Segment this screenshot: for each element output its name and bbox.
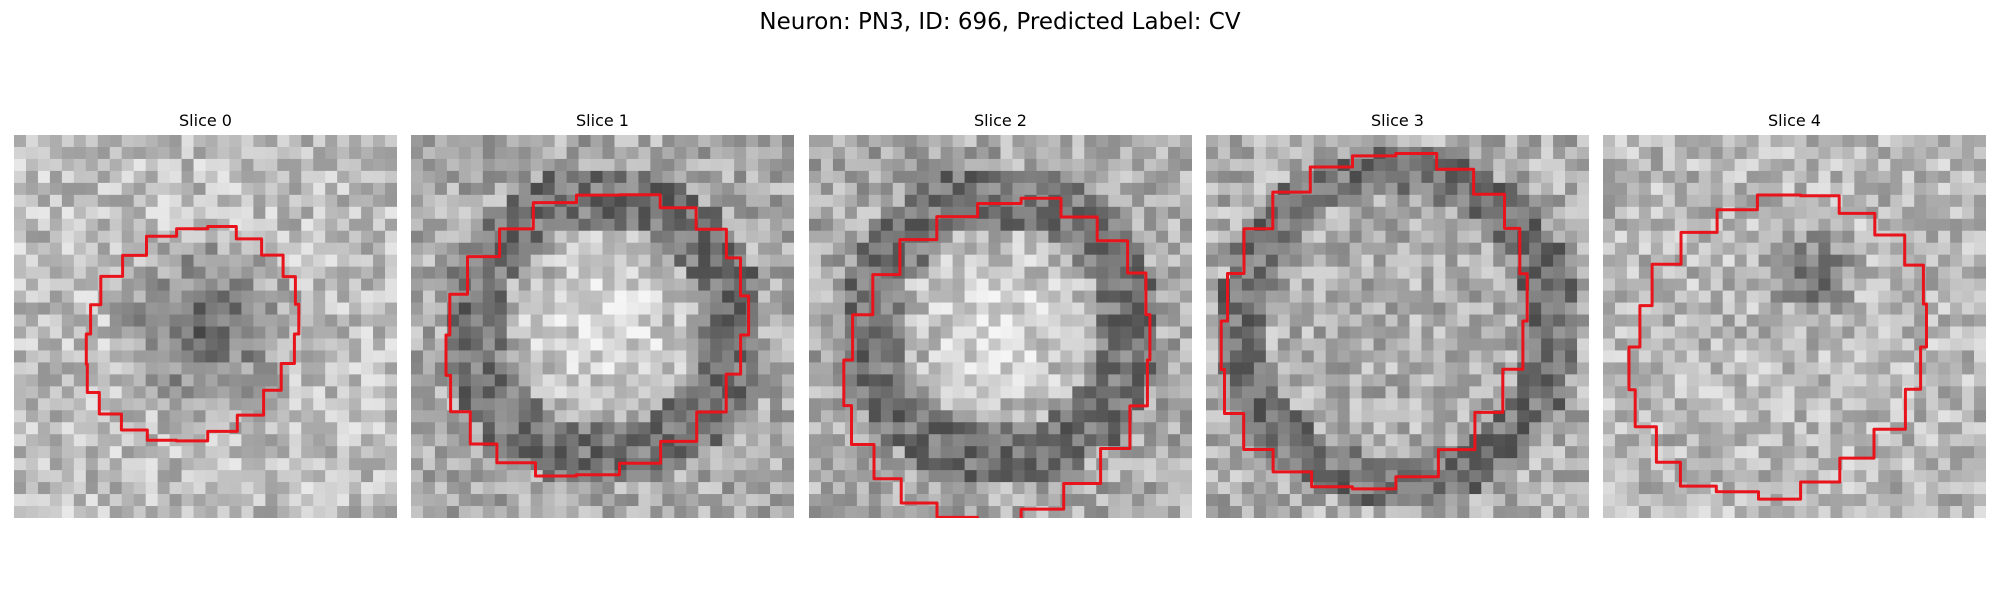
slice-panel-4: Slice 4 [1603,110,1986,518]
slice-panel-2: Slice 2 [809,110,1192,518]
slice-image-3 [1206,135,1589,518]
slice-image-4 [1603,135,1986,518]
figure-title: Neuron: PN3, ID: 696, Predicted Label: C… [759,9,1241,35]
slice-title-2: Slice 2 [974,111,1027,130]
slice-title-4: Slice 4 [1768,111,1821,130]
slice-image-1 [411,135,794,518]
contour-outline-4 [1627,193,1928,501]
contour-outline-2 [842,196,1152,518]
slice-image-2 [809,135,1192,518]
contour-outline-1 [444,193,751,478]
slice-panel-3: Slice 3 [1206,110,1589,518]
slice-panel-1: Slice 1 [411,110,794,518]
slice-title-1: Slice 1 [576,111,629,130]
slice-panel-0: Slice 0 [14,110,397,518]
slice-title-3: Slice 3 [1371,111,1424,130]
contour-outline-0 [84,225,301,443]
slice-image-0 [14,135,397,518]
contour-outline-3 [1219,152,1529,491]
slice-title-0: Slice 0 [179,111,232,130]
